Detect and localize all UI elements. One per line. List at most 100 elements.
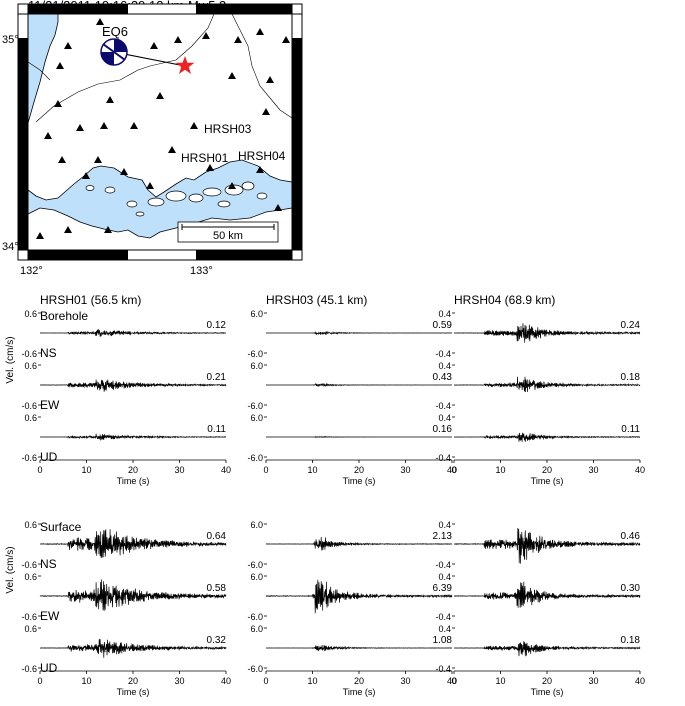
station-triangle-icon xyxy=(190,122,198,129)
time-axis-label-s0: Time (s) xyxy=(117,687,150,697)
waveform-trace xyxy=(39,529,227,558)
station-triangle-icon xyxy=(262,108,270,115)
waveform-trace xyxy=(40,379,227,392)
waveform-trace xyxy=(266,644,453,652)
station-triangle-icon xyxy=(100,122,108,129)
time-tick-label: 10 xyxy=(495,465,505,475)
y-axis-label-0: Vel. (cm/s) xyxy=(5,336,16,383)
station-triangle-icon xyxy=(76,124,84,131)
time-tick-label: 20 xyxy=(542,465,552,475)
peak-value-label: 0.21 xyxy=(207,372,227,383)
group-label-borehole: Borehole xyxy=(40,309,88,323)
time-tick-label: 40 xyxy=(447,465,457,475)
time-tick-label: 40 xyxy=(447,676,457,686)
time-tick-label: 30 xyxy=(588,465,598,475)
y-tick-bottom: -0.4 xyxy=(435,349,451,359)
peak-value-label: 0.16 xyxy=(433,424,453,435)
y-tick-bottom: -0.4 xyxy=(435,560,451,570)
y-tick-bottom: -6.0 xyxy=(247,560,263,570)
time-tick-label: 0 xyxy=(451,465,456,475)
y-tick-top: 6.0 xyxy=(250,520,263,530)
y-tick-bottom: -6.0 xyxy=(247,664,263,674)
lat-tick-35: 35° xyxy=(2,34,19,46)
peak-value-label: 0.32 xyxy=(207,635,227,646)
station-triangle-icon xyxy=(150,42,158,49)
time-tick-label: 30 xyxy=(174,676,184,686)
time-tick-label: 0 xyxy=(451,676,456,686)
station-label-hrsh03: HRSH03 xyxy=(204,122,252,136)
station-triangle-icon xyxy=(202,32,210,39)
map-boundaries xyxy=(27,13,293,123)
waveform-trace xyxy=(454,641,641,657)
time-tick-label: 30 xyxy=(400,465,410,475)
station-triangle-icon xyxy=(168,146,176,153)
waveform-trace xyxy=(39,579,227,611)
time-tick-label: 0 xyxy=(263,676,268,686)
peak-value-label: 2.13 xyxy=(433,531,453,542)
time-tick-label: 40 xyxy=(221,676,231,686)
y-tick-bottom: -6.0 xyxy=(247,401,263,411)
time-tick-label: 30 xyxy=(588,676,598,686)
station-triangle-icon xyxy=(234,36,242,43)
time-tick-label: 30 xyxy=(174,465,184,475)
time-tick-label: 10 xyxy=(307,465,317,475)
y-tick-top: 0.6 xyxy=(24,572,37,582)
station-header-1: HRSH03 (45.1 km) xyxy=(266,293,367,307)
time-tick-label: 0 xyxy=(263,465,268,475)
y-tick-top: 0.6 xyxy=(24,309,37,319)
waveform-trace xyxy=(39,329,227,337)
time-tick-label: 20 xyxy=(128,676,138,686)
peak-value-label: 0.59 xyxy=(433,320,453,331)
peak-value-label: 0.30 xyxy=(621,583,641,594)
station-triangle-icon xyxy=(106,96,114,103)
lon-tick-132: 132° xyxy=(20,265,43,277)
station-triangle-icon xyxy=(256,166,264,173)
y-tick-top: 0.4 xyxy=(438,572,451,582)
map-panel: 11/21/2011 19:16:29 12 km Mw5.2 xyxy=(2,0,303,277)
peak-value-label: 0.18 xyxy=(621,635,641,646)
time-axis-label-b1: Time (s) xyxy=(343,476,376,486)
time-tick-label: 40 xyxy=(635,465,645,475)
component-label-ew: EW xyxy=(40,398,60,412)
peak-value-label: 0.58 xyxy=(207,583,227,594)
y-tick-top: 0.4 xyxy=(438,413,451,423)
map-islands xyxy=(85,181,268,217)
y-axis-label-1: Vel. (cm/s) xyxy=(5,546,16,593)
station-triangle-icon xyxy=(36,232,44,239)
waveform-trace xyxy=(453,323,641,343)
time-tick-label: 10 xyxy=(81,465,91,475)
y-tick-bottom: -0.4 xyxy=(435,453,451,463)
peak-value-label: 0.64 xyxy=(207,531,227,542)
station-triangle-icon xyxy=(130,122,138,129)
station-triangle-icon xyxy=(54,100,62,107)
y-tick-bottom: -0.6 xyxy=(21,349,37,359)
y-tick-top: 6.0 xyxy=(250,361,263,371)
waveform-trace xyxy=(266,382,452,388)
time-axis-label-s1: Time (s) xyxy=(343,687,376,697)
beachball-icon xyxy=(100,38,128,66)
peak-value-label: 1.08 xyxy=(433,635,453,646)
time-axis-label-s2: Time (s) xyxy=(531,687,564,697)
y-tick-bottom: -0.6 xyxy=(21,612,37,622)
waveform-panels: HRSH01 (56.5 km) HRSH03 (45.1 km) HRSH04 (… xyxy=(5,293,645,697)
station-triangle-icon xyxy=(56,62,64,69)
y-tick-top: 6.0 xyxy=(250,624,263,634)
y-tick-bottom: -0.4 xyxy=(435,612,451,622)
y-tick-bottom: -6.0 xyxy=(247,453,263,463)
waveform-trace xyxy=(39,639,227,658)
group-label-surface: Surface xyxy=(40,520,82,534)
y-tick-top: 0.4 xyxy=(438,361,451,371)
time-tick-label: 20 xyxy=(354,465,364,475)
y-tick-top: 0.4 xyxy=(438,520,451,530)
waveform-trace xyxy=(266,435,452,438)
y-tick-bottom: -0.4 xyxy=(435,664,451,674)
station-header-0: HRSH01 (56.5 km) xyxy=(40,293,141,307)
epicenter-star-icon xyxy=(175,56,195,74)
map-frame xyxy=(17,3,303,261)
map-land xyxy=(27,13,293,201)
station-triangle-icon xyxy=(58,156,66,163)
station-label-hrsh04: HRSH04 xyxy=(238,149,286,163)
y-tick-bottom: -0.6 xyxy=(21,453,37,463)
scale-label: 50 km xyxy=(213,230,243,242)
